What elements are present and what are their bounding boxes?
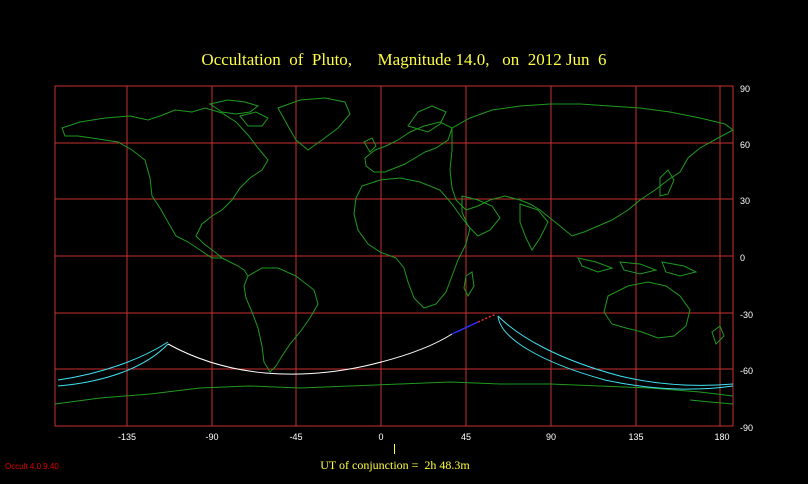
- y-tick-label: 0: [740, 253, 745, 263]
- y-tick-label: 30: [740, 196, 750, 206]
- western-limit-north: [57, 341, 169, 381]
- y-tick-label: -60: [740, 366, 753, 376]
- x-tick-label: 180: [714, 432, 729, 442]
- x-tick-label: -135: [118, 432, 136, 442]
- dotted-segment: [477, 313, 497, 323]
- x-tick-label: -90: [205, 432, 218, 442]
- x-tick-label: 0: [378, 432, 383, 442]
- x-tick-label: 135: [628, 432, 643, 442]
- western-limit-south: [57, 343, 169, 387]
- eastern-limit-south: [497, 315, 734, 390]
- eastern-limit-north: [497, 315, 734, 387]
- conjunction-marker: [394, 444, 395, 454]
- y-tick-label: 90: [740, 84, 750, 94]
- y-tick-label: -90: [740, 423, 753, 433]
- x-axis-ticks: -135 -90 -45 0 45 90 135 180: [118, 432, 730, 442]
- latitude-gridlines: [55, 142, 733, 370]
- x-tick-label: 90: [546, 432, 556, 442]
- y-tick-label: 60: [740, 140, 750, 150]
- occultation-path: [57, 313, 734, 390]
- coastlines: [54, 97, 734, 405]
- x-tick-label: 45: [461, 432, 471, 442]
- y-tick-label: -30: [740, 310, 753, 320]
- x-tick-label: -45: [289, 432, 302, 442]
- map-title: Occultation of Pluto, Magnitude 14.0, on…: [201, 50, 607, 69]
- daylight-segment: [451, 321, 479, 335]
- version-label: Occult 4.0.9.40: [5, 462, 59, 471]
- central-line: [167, 333, 453, 375]
- conjunction-time-label: UT of conjunction = 2h 48.3m: [320, 458, 470, 472]
- y-axis-ticks: 90 60 30 0 -30 -60 -90: [740, 84, 753, 433]
